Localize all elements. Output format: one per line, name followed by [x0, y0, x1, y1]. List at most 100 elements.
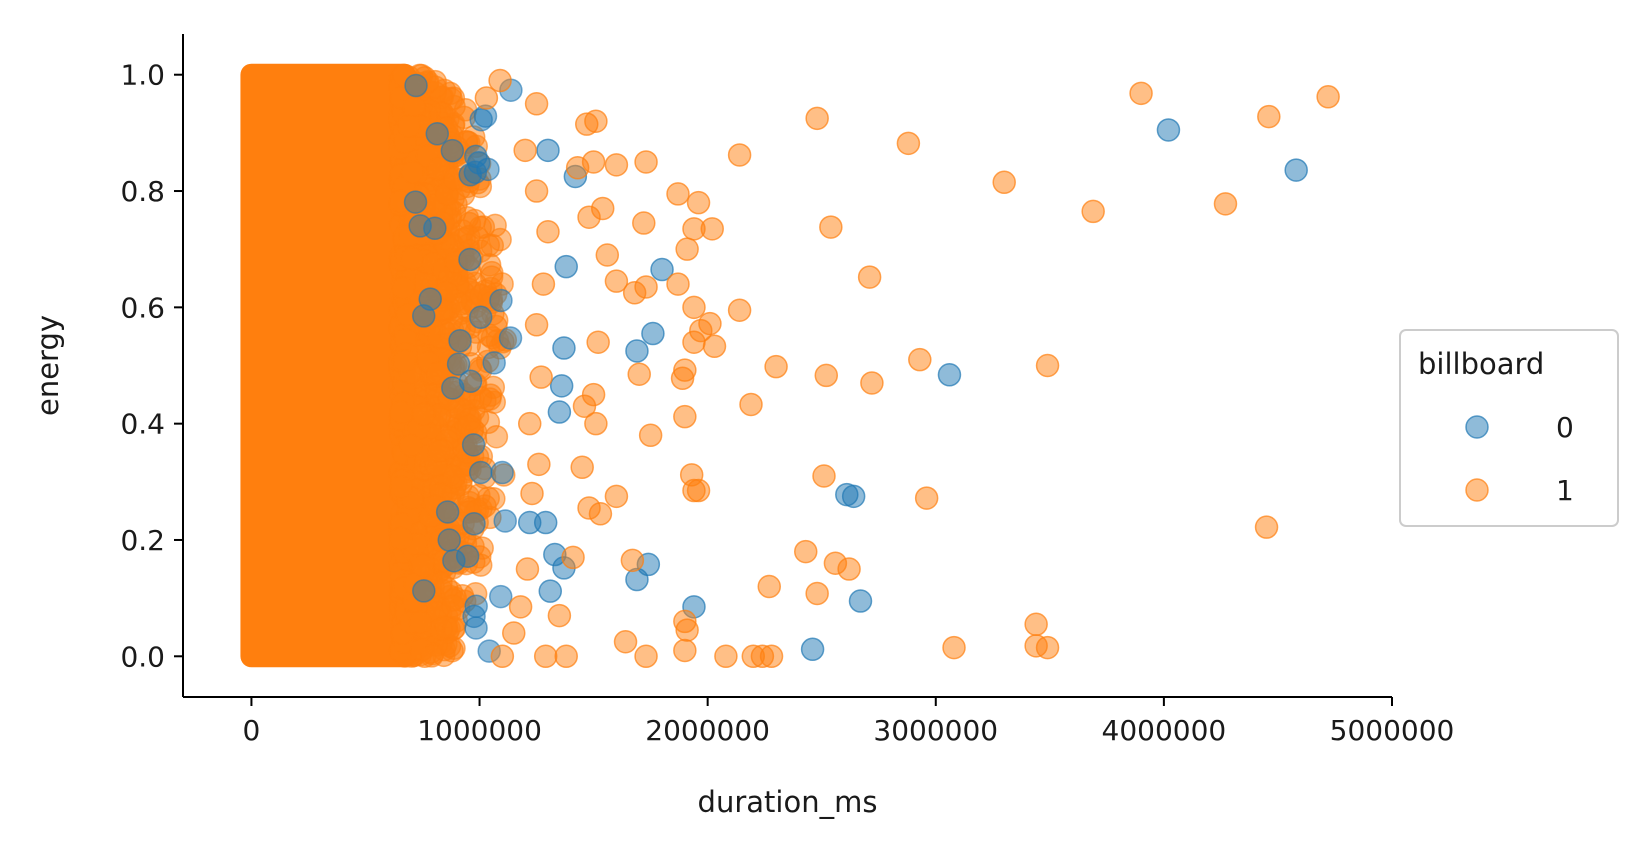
- scatter-point-dense-0: [476, 157, 500, 182]
- x-tick-label: 0: [243, 714, 261, 747]
- scatter-point-series-1: [896, 131, 921, 156]
- scatter-point-series-1: [527, 452, 551, 477]
- scatter-point-series-1: [490, 644, 515, 669]
- scatter-point-series-1: [682, 478, 706, 503]
- x-tick-label: 1000000: [417, 714, 542, 747]
- scatter-point-series-1: [764, 354, 788, 379]
- scatter-point-dense-0: [404, 73, 428, 98]
- scatter-point-dense: [397, 114, 421, 138]
- scatter-point-series-1: [714, 644, 738, 669]
- scatter-point-series-0: [625, 339, 649, 363]
- scatter-point-series-1: [860, 371, 884, 395]
- scatter-point-series-1: [604, 269, 629, 293]
- scatter-point-series-1: [1257, 104, 1281, 129]
- scatter-point-series-1: [488, 68, 512, 93]
- scatter-point-dense-0: [489, 288, 513, 313]
- scatter-point-series-1: [638, 423, 663, 448]
- scatter-point-series-1: [1081, 199, 1105, 224]
- scatter-point-dense-0: [490, 460, 514, 485]
- scatter-point-series-0: [547, 400, 572, 424]
- scatter-point-series-1: [666, 272, 690, 296]
- scatter-point-dense-0: [425, 122, 450, 146]
- x-axis-label: duration_ms: [698, 785, 878, 819]
- scatter-point-series-1: [634, 644, 658, 669]
- scatter-point-series-1: [474, 86, 499, 110]
- scatter-point-dense: [427, 439, 451, 463]
- scatter-point-series-1: [814, 363, 839, 388]
- scatter-point-series-1: [604, 153, 629, 177]
- dense-point-cloud: [240, 63, 416, 668]
- scatter-point-series-1: [634, 150, 658, 174]
- x-tick-label: 3000000: [873, 714, 998, 747]
- scatter-point-series-1: [1024, 612, 1048, 637]
- scatter-point-dense: [398, 433, 423, 458]
- scatter-point-dense: [442, 616, 467, 640]
- axes: 0 1000000 2000000 3000000 4000000 5000000 0.0…: [120, 34, 1454, 747]
- scatter-point-series-0: [1284, 158, 1308, 182]
- scatter-point-dense-0: [440, 138, 465, 163]
- scatter-point-series-1: [812, 464, 836, 488]
- scatter-point-series-1: [520, 481, 544, 506]
- scatter-points: [474, 68, 1340, 669]
- scatter-point-dense: [484, 424, 509, 449]
- scatter-point-series-0: [625, 567, 649, 592]
- scatter-point-dense: [389, 526, 413, 551]
- scatter-point-dense: [411, 402, 436, 427]
- scatter-point-series-1: [942, 635, 966, 660]
- scatter-point-series-1: [675, 618, 699, 642]
- scatter-point-series-1: [1035, 635, 1060, 660]
- scatter-point-series-1: [575, 112, 599, 136]
- scatter-point-series-1: [524, 313, 549, 337]
- scatter-point-dense-0: [418, 287, 442, 311]
- y-axis-ticks: 0.0 0.2 0.4 0.6 0.8 1.0: [120, 59, 183, 673]
- scatter-point-series-1: [547, 603, 572, 628]
- scatter-point-series-0: [800, 637, 825, 662]
- scatter-point-series-0: [848, 589, 873, 613]
- scatter-point-series-1: [682, 330, 706, 354]
- scatter-point-series-1: [620, 548, 645, 573]
- scatter-point-series-1: [670, 366, 695, 391]
- scatter-point-dense-0: [493, 509, 517, 533]
- scatter-point-series-1: [837, 557, 861, 581]
- scatter-point-series-1: [627, 362, 651, 386]
- scatter-point-series-1: [702, 334, 727, 359]
- legend-marker-0: [1465, 415, 1489, 439]
- scatter-point-dense: [441, 594, 465, 618]
- scatter-point-series-1: [1213, 192, 1238, 216]
- scatter-point-series-1: [727, 298, 752, 322]
- scatter-point-dense: [483, 213, 507, 238]
- scatter-point-series-1: [572, 394, 597, 418]
- scatter-point-series-1: [515, 557, 540, 581]
- scatter-point-dense: [426, 361, 450, 385]
- scatter-point-series-1: [1035, 353, 1060, 378]
- legend: billboard 01: [1399, 329, 1619, 527]
- scatter-point-series-1: [793, 539, 818, 564]
- scatter-point-series-0: [650, 257, 674, 282]
- legend-marker-1: [1465, 478, 1489, 502]
- scatter-point-dense: [391, 276, 416, 300]
- legend-entries: 01: [1465, 411, 1574, 507]
- scatter-point-series-1: [502, 621, 526, 645]
- scatter-point-series-1: [666, 182, 690, 206]
- scatter-point-series-0: [517, 510, 542, 535]
- scatter-point-series-1: [682, 295, 706, 320]
- scatter-point-dense-0: [412, 579, 436, 603]
- y-tick-label: 1.0: [120, 59, 165, 92]
- scatter-point-series-1: [588, 502, 613, 526]
- scatter-point-series-1: [757, 574, 782, 599]
- scatter-point-series-1: [524, 92, 549, 116]
- x-tick-label: 2000000: [645, 714, 770, 747]
- y-tick-label: 0.2: [120, 524, 165, 557]
- scatter-point-series-1: [819, 215, 843, 239]
- scatter-point-series-1: [759, 644, 784, 669]
- scatter-point-series-0: [554, 254, 578, 279]
- scatter-point-dense-0: [468, 460, 493, 485]
- scatter-point-dense: [476, 233, 501, 257]
- scatter-point-series-1: [524, 179, 549, 203]
- scatter-point-series-1: [1316, 85, 1340, 109]
- scatter-point-series-1: [513, 138, 537, 163]
- scatter-point-dense-0: [488, 584, 513, 609]
- x-tick-label: 4000000: [1102, 714, 1227, 747]
- scatter-point-dense-0: [435, 500, 460, 524]
